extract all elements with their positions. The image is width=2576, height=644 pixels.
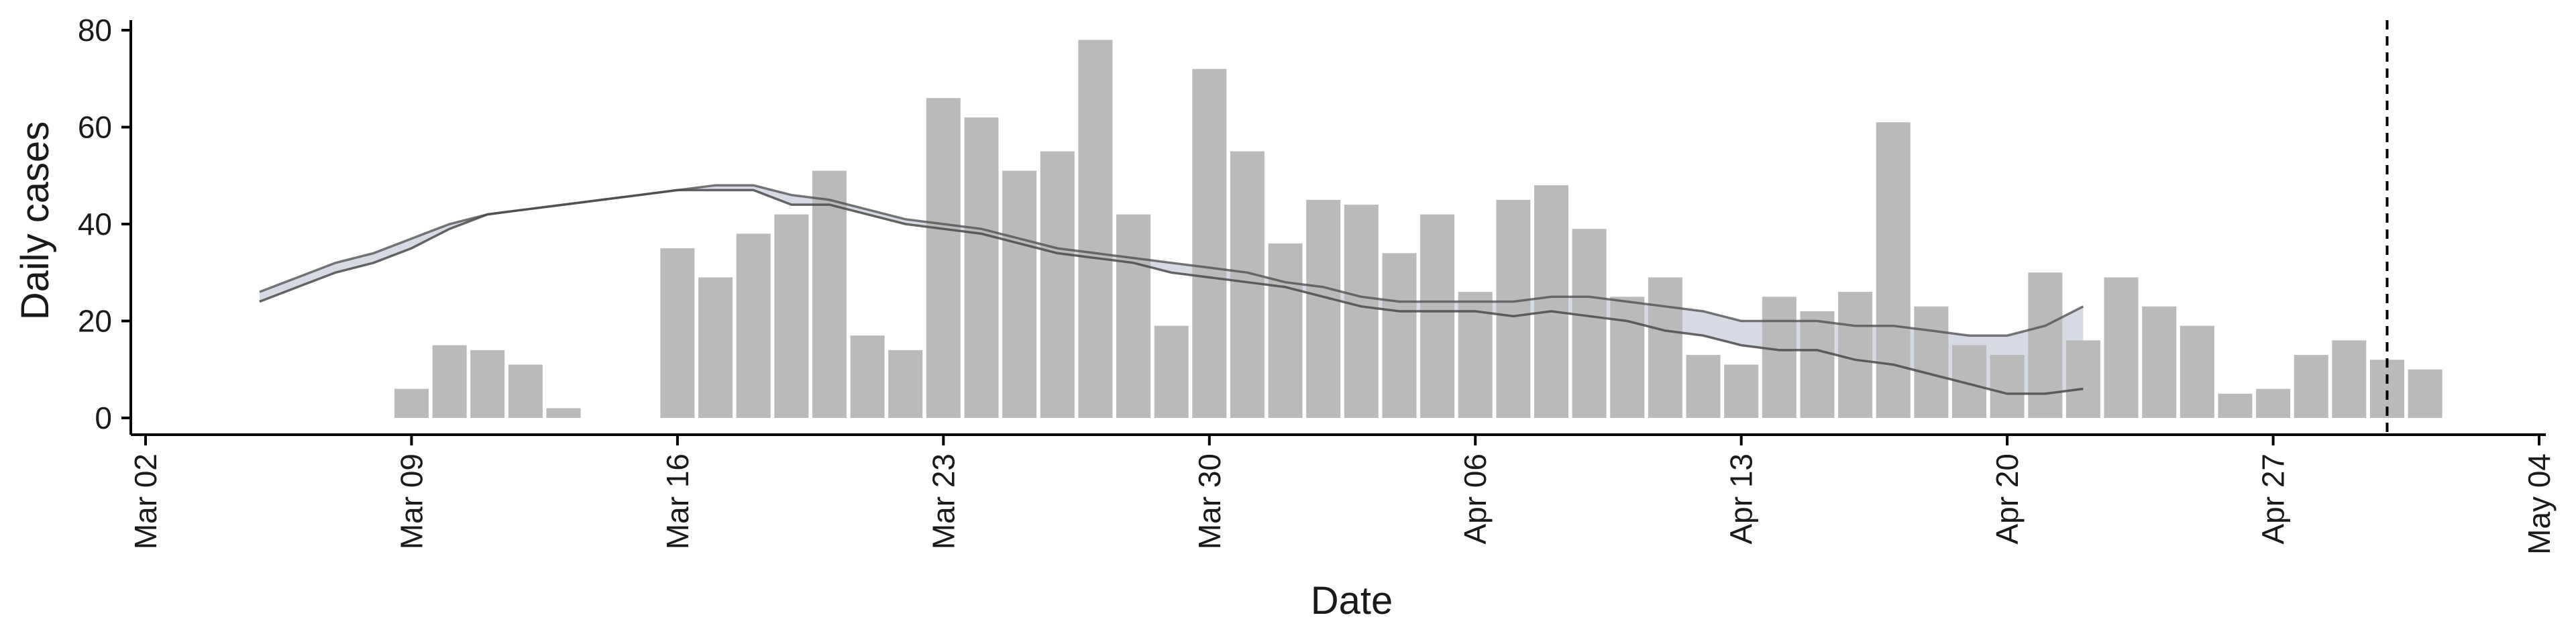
x-tick-label-2020-03-16: Mar 16 bbox=[660, 453, 695, 549]
x-tick-label-2020-03-02: Mar 02 bbox=[128, 453, 163, 549]
bar-2020-04-25 bbox=[2180, 325, 2214, 418]
bar-2020-04-05 bbox=[1420, 214, 1455, 418]
bar-2020-04-01 bbox=[1268, 243, 1303, 418]
bar-2020-04-12 bbox=[1686, 355, 1721, 418]
bar-2020-03-17 bbox=[698, 277, 733, 418]
bar-2020-03-13 bbox=[546, 408, 581, 418]
bar-2020-04-16 bbox=[1838, 292, 1873, 418]
bar-2020-03-16 bbox=[660, 248, 695, 418]
bar-2020-04-13 bbox=[1724, 364, 1759, 418]
bar-2020-03-18 bbox=[736, 233, 771, 418]
bar-2020-03-23 bbox=[926, 98, 961, 418]
bar-2020-04-08 bbox=[1534, 185, 1568, 418]
bar-2020-03-12 bbox=[508, 364, 543, 418]
bar-2020-03-11 bbox=[470, 350, 505, 418]
bar-2020-04-17 bbox=[1876, 122, 1911, 419]
y-tick-label-40: 40 bbox=[78, 207, 112, 241]
bar-2020-03-10 bbox=[432, 345, 467, 418]
x-tick-label-2020-03-30: Mar 30 bbox=[1192, 453, 1227, 549]
y-axis-title: Daily cases bbox=[13, 121, 57, 321]
bar-2020-04-18 bbox=[1914, 306, 1949, 418]
bar-2020-04-26 bbox=[2218, 393, 2253, 418]
bar-2020-04-27 bbox=[2256, 388, 2291, 418]
y-tick-label-0: 0 bbox=[95, 400, 112, 435]
bar-2020-04-20 bbox=[1990, 355, 2025, 418]
bar-2020-03-29 bbox=[1154, 325, 1189, 418]
bar-2020-03-28 bbox=[1116, 214, 1150, 418]
bar-2020-03-30 bbox=[1192, 68, 1227, 419]
y-tick-label-20: 20 bbox=[78, 304, 112, 339]
bar-2020-04-02 bbox=[1306, 199, 1341, 418]
bar-2020-04-28 bbox=[2294, 355, 2328, 418]
bar-2020-05-01 bbox=[2408, 369, 2443, 419]
bar-2020-03-27 bbox=[1078, 40, 1113, 418]
bar-2020-03-19 bbox=[774, 214, 809, 418]
bar-2020-03-09 bbox=[394, 388, 429, 418]
bar-2020-04-11 bbox=[1648, 277, 1682, 418]
bar-2020-04-07 bbox=[1496, 199, 1531, 418]
bar-2020-03-20 bbox=[812, 170, 847, 418]
bar-2020-04-24 bbox=[2142, 306, 2177, 418]
bar-2020-04-21 bbox=[2028, 272, 2063, 419]
bar-2020-03-24 bbox=[964, 117, 999, 418]
bar-2020-03-21 bbox=[850, 335, 885, 418]
bar-2020-04-04 bbox=[1382, 253, 1417, 418]
x-tick-label-2020-04-13: Apr 13 bbox=[1724, 453, 1759, 545]
y-tick-label-60: 60 bbox=[78, 110, 112, 145]
bar-2020-03-22 bbox=[888, 350, 923, 418]
bar-2020-04-14 bbox=[1762, 297, 1796, 418]
x-tick-label-2020-04-06: Apr 06 bbox=[1458, 453, 1493, 545]
bar-2020-03-26 bbox=[1040, 151, 1075, 418]
bar-2020-04-29 bbox=[2332, 340, 2367, 418]
y-tick-label-80: 80 bbox=[78, 13, 112, 48]
x-axis-title: Date bbox=[1311, 579, 1393, 623]
axes-layer: 0 20 40 60 80 Mar 02 Mar 09 Mar 16 Mar 23 Mar 30 A… bbox=[78, 13, 2557, 555]
x-tick-label-2020-04-27: Apr 27 bbox=[2256, 453, 2291, 545]
bar-2020-04-22 bbox=[2065, 340, 2100, 418]
bar-2020-04-23 bbox=[2104, 277, 2139, 418]
x-tick-label-2020-04-20: Apr 20 bbox=[1990, 453, 2025, 545]
lines-layer bbox=[259, 20, 2389, 435]
lower-bound-line bbox=[259, 189, 2084, 395]
bar-2020-03-25 bbox=[1002, 170, 1037, 418]
bar-2020-04-10 bbox=[1610, 297, 1645, 418]
bar-2020-04-15 bbox=[1800, 311, 1835, 418]
bar-2020-04-03 bbox=[1344, 205, 1379, 418]
x-tick-label-2020-05-04: May 04 bbox=[2522, 453, 2557, 555]
bars-layer bbox=[394, 40, 2443, 419]
x-tick-label-2020-03-23: Mar 23 bbox=[926, 453, 961, 549]
bar-2020-04-09 bbox=[1572, 229, 1607, 418]
x-tick-label-2020-03-09: Mar 09 bbox=[394, 453, 429, 549]
